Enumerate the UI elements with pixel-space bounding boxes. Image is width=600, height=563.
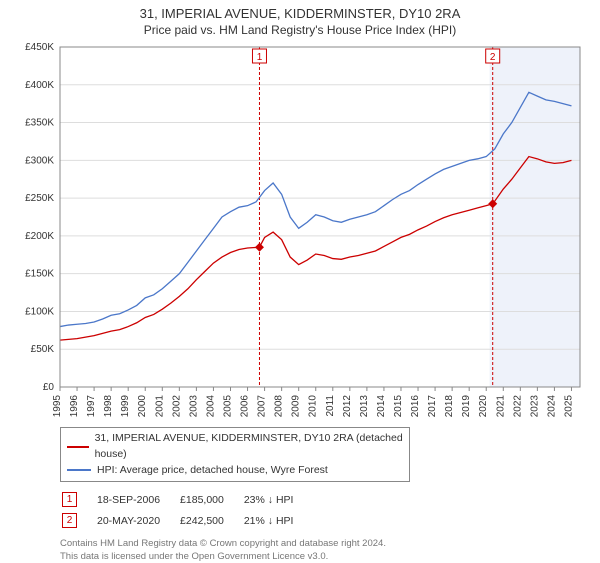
svg-text:£250K: £250K [25,193,54,204]
svg-text:2007: 2007 [257,395,268,418]
table-row: 1 18-SEP-2006 £185,000 23% ↓ HPI [62,490,311,509]
svg-text:£300K: £300K [25,155,54,166]
svg-text:2022: 2022 [512,395,523,418]
marker-date-2: 20-MAY-2020 [97,511,178,530]
legend-label-hpi: HPI: Average price, detached house, Wyre… [97,463,328,479]
legend-item-property: 31, IMPERIAL AVENUE, KIDDERMINSTER, DY10… [67,431,403,463]
svg-text:£0: £0 [43,382,55,393]
svg-text:2: 2 [490,52,496,63]
svg-text:1996: 1996 [69,395,80,418]
svg-text:1997: 1997 [86,395,97,418]
svg-text:£450K: £450K [25,42,54,53]
svg-text:2019: 2019 [461,395,472,418]
svg-text:2008: 2008 [274,395,285,418]
svg-text:2003: 2003 [188,395,199,418]
svg-text:2014: 2014 [376,395,387,418]
table-row: 2 20-MAY-2020 £242,500 21% ↓ HPI [62,511,311,530]
title-block: 31, IMPERIAL AVENUE, KIDDERMINSTER, DY10… [10,6,590,37]
legend-label-property: 31, IMPERIAL AVENUE, KIDDERMINSTER, DY10… [95,431,403,463]
marker-badge-1: 1 [62,492,77,507]
markers-table: 1 18-SEP-2006 £185,000 23% ↓ HPI 2 20-MA… [60,488,313,532]
svg-text:1999: 1999 [120,395,131,418]
svg-text:2009: 2009 [291,395,302,418]
footer-line-2: This data is licensed under the Open Gov… [60,551,590,563]
svg-text:2025: 2025 [563,395,574,418]
svg-text:2024: 2024 [546,395,557,418]
svg-text:2005: 2005 [222,395,233,418]
footer-note: Contains HM Land Registry data © Crown c… [60,538,590,563]
svg-text:£50K: £50K [31,344,55,355]
legend-item-hpi: HPI: Average price, detached house, Wyre… [67,463,403,479]
svg-text:2012: 2012 [342,395,353,418]
svg-text:£150K: £150K [25,269,54,280]
chart-area: £0 £50K £100K £150K £200K £250K £300K £350K £400… [10,41,590,421]
svg-text:£200K: £200K [25,231,54,242]
svg-text:1998: 1998 [103,395,114,418]
line-chart: £0 £50K £100K £150K £200K £250K £300K £350K £400… [10,41,590,421]
legend-swatch-hpi [67,469,91,471]
marker-price-1: £185,000 [180,490,242,509]
svg-text:2006: 2006 [240,395,251,418]
svg-text:2001: 2001 [154,395,165,418]
svg-text:2010: 2010 [308,395,319,418]
svg-text:2015: 2015 [393,395,404,418]
title-sub: Price paid vs. HM Land Registry's House … [10,23,590,37]
legend-swatch-property [67,446,89,448]
svg-text:1: 1 [257,52,263,63]
svg-text:2021: 2021 [495,395,506,418]
svg-text:2004: 2004 [205,395,216,418]
svg-text:£350K: £350K [25,118,54,129]
svg-text:2002: 2002 [171,395,182,418]
title-main: 31, IMPERIAL AVENUE, KIDDERMINSTER, DY10… [10,6,590,21]
footer-line-1: Contains HM Land Registry data © Crown c… [60,538,590,550]
marker-badge-2: 2 [62,513,77,528]
svg-text:2016: 2016 [410,395,421,418]
svg-text:£400K: £400K [25,80,54,91]
svg-text:2020: 2020 [478,395,489,418]
svg-text:2013: 2013 [359,395,370,418]
marker-date-1: 18-SEP-2006 [97,490,178,509]
marker-delta-2: 21% ↓ HPI [244,511,312,530]
svg-text:2018: 2018 [444,395,455,418]
svg-text:2011: 2011 [325,395,336,417]
marker-delta-1: 23% ↓ HPI [244,490,312,509]
legend: 31, IMPERIAL AVENUE, KIDDERMINSTER, DY10… [60,427,410,482]
svg-text:2023: 2023 [529,395,540,418]
chart-container: 31, IMPERIAL AVENUE, KIDDERMINSTER, DY10… [0,0,600,560]
svg-text:£100K: £100K [25,306,54,317]
svg-text:2000: 2000 [137,395,148,418]
svg-text:1995: 1995 [52,395,63,418]
marker-price-2: £242,500 [180,511,242,530]
svg-text:2017: 2017 [427,395,438,418]
